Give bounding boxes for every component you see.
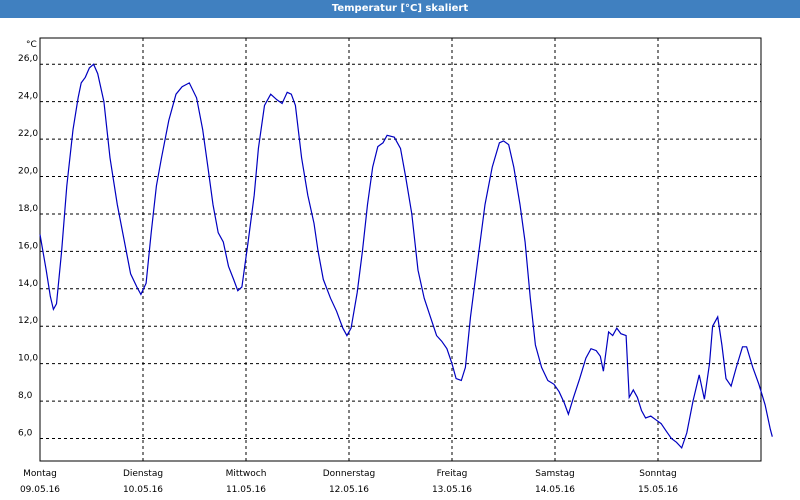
y-tick-label: 22,0 (18, 129, 38, 139)
y-tick-label: 16,0 (18, 241, 38, 251)
x-tick-day: Donnerstag (323, 469, 376, 479)
y-tick-label: 10,0 (18, 354, 38, 364)
x-tick-date: 14.05.16 (535, 485, 575, 495)
chart-title: Temperatur [°C] skaliert (0, 0, 800, 18)
x-tick-day: Dienstag (123, 469, 163, 479)
y-unit-label: °C (26, 40, 37, 50)
y-tick-label: 6,0 (18, 429, 33, 439)
temperature-line (39, 63, 773, 450)
series-group (39, 63, 773, 450)
x-tick-day: Freitag (437, 469, 468, 479)
x-tick-date: 11.05.16 (226, 485, 266, 495)
x-tick-labels: Montag 09.05.16 Dienstag 10.05.16 Mittwoch 11… (20, 469, 678, 495)
y-tick-label: 8,0 (18, 391, 33, 401)
y-tick-label: 24,0 (18, 92, 38, 102)
x-tick-day: Montag (23, 469, 57, 479)
y-tick-label: 26,0 (18, 54, 38, 64)
x-tick-date: 09.05.16 (20, 485, 60, 495)
x-tick-date: 12.05.16 (329, 485, 369, 495)
x-tick-date: 10.05.16 (123, 485, 163, 495)
x-tick-day: Mittwoch (226, 469, 267, 479)
y-tick-label: 12,0 (18, 316, 38, 326)
x-tick-date: 15.05.16 (638, 485, 678, 495)
y-tick-label: 14,0 (18, 279, 38, 289)
x-tick-day: Samstag (535, 469, 574, 479)
y-tick-label: 20,0 (18, 167, 38, 177)
x-tick-date: 13.05.16 (432, 485, 472, 495)
y-tick-label: 18,0 (18, 204, 38, 214)
y-tick-labels: 6,0 8,0 10,0 12,0 14,0 16,0 18,0 20,0 22,0 24,0 26… (18, 54, 38, 438)
grid-lines (40, 38, 761, 461)
x-tick-day: Sonntag (639, 469, 676, 479)
plot-frame (39, 37, 762, 462)
